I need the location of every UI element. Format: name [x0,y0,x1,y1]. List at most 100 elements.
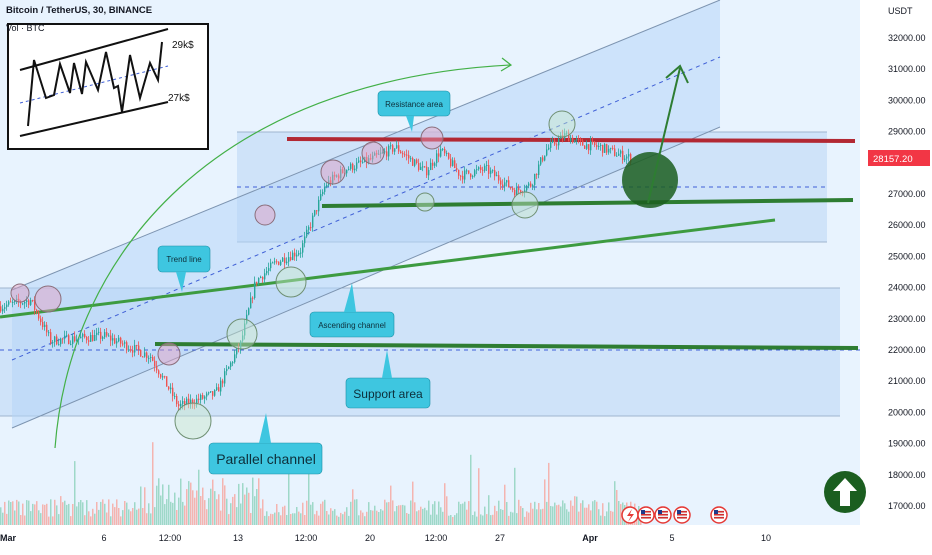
candle-body [488,165,490,174]
callout-trend-line[interactable]: Trend line [157,245,211,292]
candle-body [474,170,476,176]
candle-body [178,404,180,407]
volume-bar [350,501,352,525]
inset-low-label: 27k$ [168,93,190,104]
callout-resistance[interactable]: Resistance area [377,90,451,132]
volume-bar [596,501,598,525]
candle-body [490,170,492,174]
volume-bar [252,477,254,525]
candle-body [0,306,2,312]
us-flag-icon[interactable] [673,506,691,524]
candle-body [28,300,30,305]
us-flag-icon[interactable] [654,506,672,524]
volume-bar [490,515,492,525]
candle-body [568,132,570,142]
candle-body [174,396,176,397]
candle-body [162,376,164,378]
time-tick: 5 [669,533,674,543]
candle-body [450,158,452,166]
candle-body [210,391,212,393]
volume-bar [196,490,198,525]
volume-bar [562,500,564,525]
candle-body [472,176,474,178]
candle-body [548,147,550,150]
volume-bar [246,487,248,525]
highlight-circle [420,126,444,150]
callout-ascending-channel[interactable]: Ascending channel [309,283,395,338]
volume-bar [418,510,420,525]
volume-bar [262,499,264,525]
volume-bar [352,489,354,525]
flash-icon[interactable] [621,506,639,524]
time-axis[interactable]: Mar 6 12:00 13 12:00 20 12:00 27 Apr 5 10 [0,533,771,543]
volume-bar [496,511,498,525]
volume-bar [550,506,552,525]
volume-bar [362,512,364,525]
inset-lower-line [19,101,169,137]
candle-body [504,182,506,187]
volume-bar [314,514,316,525]
candle-body [114,338,116,344]
candle-body [14,300,16,302]
volume-bar [372,510,374,525]
volume-bar [536,509,538,525]
price-tick: 23000.00 [888,314,926,324]
up-arrow-icon[interactable] [824,471,866,513]
volume-bar [166,499,168,525]
volume-bar [230,503,232,525]
candle-body [308,227,310,230]
candle-body [264,273,266,280]
highlight-circle [10,283,30,303]
volume-bar [348,515,350,525]
candle-body [316,210,318,212]
candle-body [116,341,118,344]
candle-body [584,145,586,149]
candle-body [544,155,546,161]
volume-bar [604,516,606,525]
candle-body [92,335,94,341]
highlight-circles [10,110,576,440]
candle-body [236,347,238,355]
volume-bar [358,515,360,525]
volume-bar [98,509,100,525]
inset-sketch: 29k$ 27k$ [7,23,209,150]
highlight-circle [415,192,435,212]
volume-bar [464,501,466,525]
candle-body [482,169,484,171]
volume-bar [268,516,270,525]
candle-body [454,160,456,168]
candle-body [184,401,186,405]
volume-bar [572,505,574,525]
candle-body [6,304,8,308]
callout-support-area[interactable]: Support area [345,350,431,409]
candle-body [36,309,38,313]
candle-body [222,380,224,384]
candle-body [240,340,242,349]
candle-body [514,190,516,195]
volume-bar [500,509,502,525]
us-flag-icon[interactable] [710,506,728,524]
volume-bar [592,501,594,525]
candle-body [120,337,122,344]
us-flag-icon[interactable] [637,506,655,524]
candle-body [190,399,192,405]
price-axis[interactable]: USDT 32000.00 31000.00 30000.00 29000.00 270… [888,6,926,511]
volume-bar [202,487,204,525]
callout-parallel-channel[interactable]: Parallel channel [208,413,323,475]
volume-bar [364,516,366,525]
volume-bar [560,506,562,525]
candle-body [330,180,332,184]
event-icons[interactable] [621,506,728,524]
volume-bar [608,502,610,525]
support-line-upper [321,198,854,208]
volume-bar [430,514,432,525]
candle-body [84,333,86,338]
volume-bar [478,468,480,525]
volume-bar [518,499,520,525]
candle-body [526,185,528,191]
candle-body [56,336,58,345]
candle-body [386,151,388,157]
volume-bar [584,507,586,525]
volume-bar [344,511,346,525]
